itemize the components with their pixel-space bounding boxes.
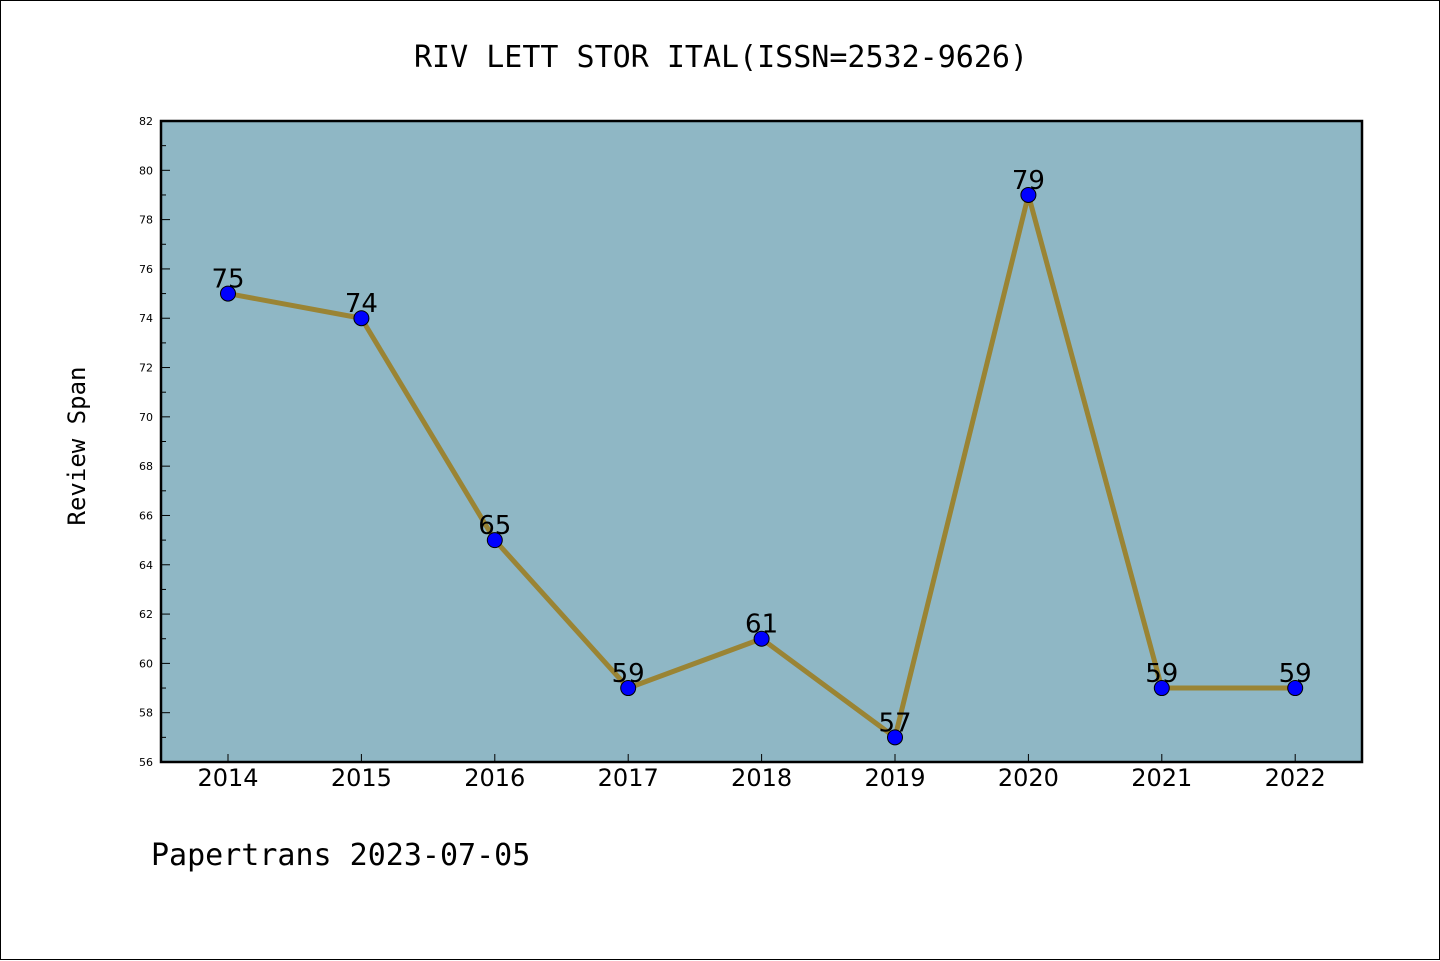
plot-area (161, 121, 1362, 762)
y-tick-label: 58 (139, 707, 153, 720)
x-tick-label: 2021 (1131, 764, 1192, 792)
x-axis: 2014 2015 2016 2017 2018 2019 2020 2021 2022 (197, 754, 1326, 792)
data-point-marker (1153, 680, 1170, 697)
y-tick-label: 62 (139, 608, 153, 621)
data-label: 61 (745, 610, 778, 640)
x-tick-label: 2020 (998, 764, 1059, 792)
data-point-marker (1020, 186, 1037, 203)
y-tick-label: 74 (139, 312, 153, 325)
y-tick-label: 68 (139, 460, 153, 473)
footer-credit: Papertrans 2023-07-05 (151, 838, 530, 873)
y-tick-label: 80 (139, 164, 153, 177)
plot-border (159, 119, 1364, 764)
x-tick-label: 2018 (731, 764, 792, 792)
y-tick-label: 82 (139, 115, 153, 128)
data-point-marker (486, 532, 503, 549)
y-tick-label: 56 (139, 756, 153, 769)
y-axis: 56 58 60 62 64 66 68 70 72 74 76 78 80 82 (139, 115, 170, 769)
y-tick-label: 60 (139, 657, 153, 670)
data-label: 79 (1012, 166, 1045, 196)
data-label: 59 (1279, 659, 1312, 689)
data-label: 57 (878, 708, 911, 738)
data-label: 65 (478, 511, 511, 541)
data-label: 74 (345, 289, 378, 319)
data-point-marker (220, 285, 236, 302)
x-tick-label: 2019 (864, 764, 925, 792)
data-point-marker (753, 630, 770, 647)
x-tick-label: 2014 (197, 764, 258, 792)
data-label: 75 (211, 265, 244, 295)
chart-title: RIV LETT STOR ITAL(ISSN=2532-9626) (414, 40, 1028, 75)
y-tick-label: 64 (139, 559, 153, 572)
data-point-marker (620, 680, 637, 697)
data-point-marker (1287, 680, 1304, 697)
data-label: 59 (1145, 659, 1178, 689)
x-tick-label: 2017 (598, 764, 659, 792)
data-point-marker (353, 310, 370, 327)
y-tick-label: 66 (139, 509, 153, 522)
y-axis-label: Review Span (63, 367, 91, 526)
x-tick-label: 2022 (1265, 764, 1326, 792)
x-tick-label: 2015 (331, 764, 392, 792)
data-label: 59 (612, 659, 645, 689)
y-tick-label: 72 (139, 362, 153, 375)
y-tick-label: 78 (139, 214, 153, 227)
y-tick-label: 70 (139, 411, 153, 424)
series-group: 75 74 65 59 61 57 79 59 59 (211, 166, 1312, 746)
data-point-marker (887, 729, 903, 746)
y-tick-label: 76 (139, 263, 153, 276)
x-tick-label: 2016 (464, 764, 525, 792)
